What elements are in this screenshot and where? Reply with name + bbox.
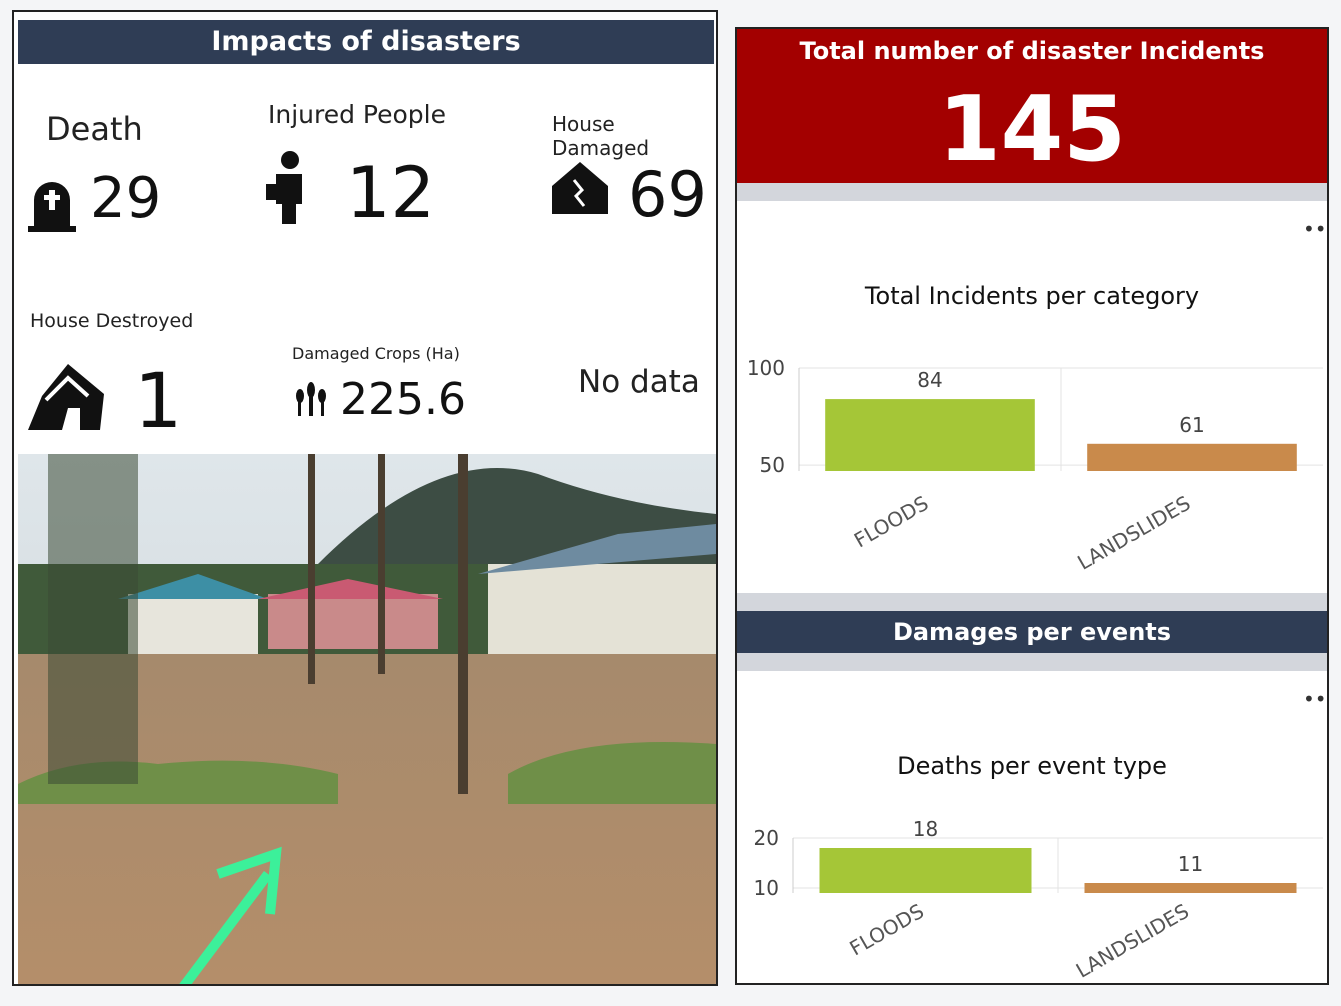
impacts-title: Impacts of disasters (18, 20, 714, 64)
destroyed-house-icon (28, 364, 104, 430)
y-tick-label: 50 (760, 453, 785, 477)
y-tick-label: 100 (747, 356, 785, 380)
data-label: 11 (1178, 852, 1203, 876)
right-panel: Total number of disaster Incidents 145 D… (735, 27, 1329, 985)
stat-label: House Destroyed (30, 310, 194, 332)
person-icon (266, 151, 302, 224)
section-title: Damages per events (737, 611, 1327, 653)
stat-value: 1 (134, 356, 183, 445)
stat-label: House Damaged (552, 112, 650, 160)
x-tick-label: FLOODS (845, 899, 928, 961)
divider (737, 593, 1327, 611)
total-title: Total number of disaster Incidents (799, 37, 1265, 65)
stat-label: Death (46, 110, 143, 148)
data-label: 18 (913, 817, 938, 841)
stat-value: 12 (346, 152, 436, 234)
total-value: 145 (938, 77, 1126, 182)
divider (737, 653, 1327, 671)
stat-value: 29 (90, 166, 162, 231)
bar (1084, 883, 1297, 893)
no-data: No data (578, 364, 700, 400)
bar (825, 399, 1035, 471)
data-label: 84 (917, 368, 942, 392)
crops-icon (296, 382, 326, 416)
deaths-chart: Deaths per event type 10 20 18 FLOODS 11 LANDS… (754, 752, 1323, 982)
menu-dots[interactable]: •• (1303, 217, 1327, 241)
y-tick-label: 10 (754, 876, 779, 900)
tomb-icon (28, 182, 76, 232)
y-tick-label: 20 (754, 826, 779, 850)
bar (1087, 443, 1297, 471)
stat-label: Injured People (268, 100, 446, 129)
menu-dots[interactable]: •• (1303, 687, 1327, 711)
total-box (737, 29, 1327, 183)
bar (819, 848, 1032, 893)
stat-value: 225.6 (340, 374, 466, 425)
data-label: 61 (1179, 413, 1204, 437)
x-tick-label: LANDSLIDES (1073, 491, 1194, 575)
stat-label: Damaged Crops (Ha) (292, 344, 460, 363)
x-tick-label: FLOODS (850, 491, 933, 553)
impacts-panel: Impacts of disasters Death 29 Injured Pe… (12, 10, 718, 986)
x-tick-label: LANDSLIDES (1072, 899, 1193, 982)
incidents-chart: Total Incidents per category 50 100 84 FLOOD… (747, 282, 1323, 575)
divider (737, 183, 1327, 201)
chart-title: Deaths per event type (897, 752, 1167, 780)
flood-photo (18, 454, 716, 984)
house-icon (552, 162, 608, 214)
chart-title: Total Incidents per category (864, 282, 1199, 310)
stat-value: 69 (628, 158, 707, 231)
